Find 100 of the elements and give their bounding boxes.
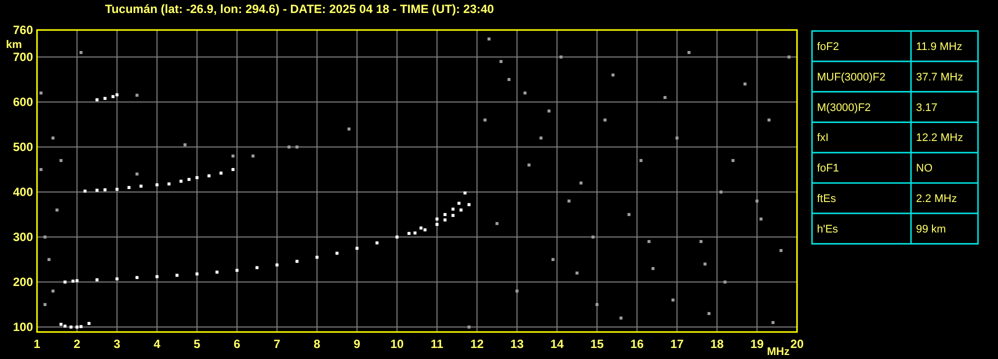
point (156, 275, 158, 278)
point (356, 246, 358, 250)
point (220, 172, 222, 175)
point (252, 154, 254, 158)
point (256, 266, 258, 270)
point (40, 92, 42, 95)
point (744, 82, 746, 86)
point (84, 190, 86, 193)
point (640, 159, 642, 162)
point (460, 208, 462, 212)
x-tick-label: 20 (790, 337, 804, 351)
point (620, 316, 622, 320)
x-tick-label: 18 (710, 337, 724, 351)
point (720, 190, 722, 194)
point (444, 213, 446, 216)
point (216, 270, 218, 274)
point (780, 249, 782, 252)
point (414, 231, 416, 234)
point (596, 303, 598, 306)
point (756, 200, 758, 203)
point (468, 203, 470, 206)
point (376, 241, 378, 244)
point (436, 218, 438, 221)
point (112, 95, 114, 98)
point (104, 188, 106, 192)
point (760, 218, 762, 221)
point (116, 277, 118, 280)
point (676, 136, 678, 140)
x-tick-label: 15 (590, 337, 604, 351)
x-tick-label: 11 (430, 337, 444, 351)
point (444, 218, 446, 222)
point (288, 146, 290, 149)
point (700, 240, 702, 244)
point (540, 136, 542, 140)
point (88, 322, 90, 325)
point (516, 290, 518, 293)
point (496, 222, 498, 226)
point (500, 60, 502, 64)
point (116, 93, 118, 96)
category-label: fxI (817, 132, 829, 144)
text: 99 km (916, 223, 946, 236)
point (44, 303, 46, 306)
point (64, 324, 66, 328)
point (80, 325, 82, 328)
point (772, 321, 774, 324)
point (768, 118, 770, 122)
point (80, 51, 82, 54)
x-tick-label: 3 (114, 337, 121, 351)
point (60, 159, 62, 162)
point (732, 159, 734, 162)
point (704, 262, 706, 266)
point (576, 272, 578, 275)
point (276, 263, 278, 266)
x-axis-title: MHz (767, 346, 790, 358)
y-tick-label: 400 (12, 185, 34, 200)
point (724, 280, 726, 284)
point (48, 258, 50, 262)
x-tick-label: 13 (510, 337, 524, 351)
point (70, 326, 72, 329)
point (348, 128, 350, 131)
x-tick-label: 7 (274, 337, 281, 351)
point (52, 290, 54, 293)
point (104, 96, 106, 100)
point (524, 92, 526, 95)
point (484, 118, 486, 122)
x-tick-label: 4 (154, 337, 161, 351)
point (604, 118, 606, 122)
point (452, 214, 454, 217)
point (72, 280, 74, 283)
point (176, 274, 178, 277)
point (140, 184, 142, 188)
y-axis-title: km (6, 39, 22, 51)
point (296, 260, 298, 263)
point (664, 96, 666, 100)
category-label: M(3000)F2 (817, 102, 871, 114)
text: 3.17 (916, 102, 938, 114)
point (488, 38, 490, 40)
text: 2.2 MHz (916, 193, 957, 205)
point (560, 56, 562, 59)
point (60, 322, 62, 326)
point (708, 312, 710, 316)
x-tick-label: 1 (34, 337, 41, 351)
point (52, 136, 54, 140)
point (420, 226, 422, 230)
y-tick-label: 700 (12, 50, 34, 64)
x-tick-label: 10 (390, 337, 404, 351)
point (464, 191, 466, 194)
point (76, 279, 78, 282)
text: 12.2 MHz (916, 132, 964, 144)
point (184, 143, 186, 146)
point (188, 178, 190, 181)
point (168, 182, 170, 186)
category-label: MUF(3000)F2 (817, 71, 886, 84)
x-tick-label: 5 (194, 337, 201, 351)
category-label: h'Es (817, 223, 839, 236)
x-tick-label: 2 (74, 337, 81, 351)
chart-title: Tucumán (lat: -26.9, lon: 294.6) - DATE: 2025 04 18 - TIME (UT): 23:40 (105, 2, 494, 16)
point (136, 172, 138, 176)
point (568, 200, 570, 203)
point (208, 174, 210, 178)
